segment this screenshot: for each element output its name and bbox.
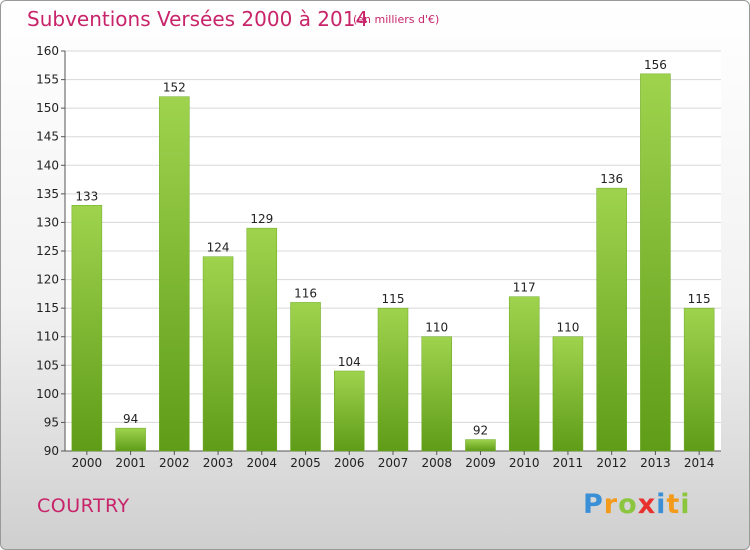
bar — [508, 296, 540, 452]
x-tick-label: 2003 — [203, 456, 234, 470]
bar — [640, 73, 671, 452]
x-tick-label: 2004 — [247, 456, 278, 470]
data-label: 92 — [473, 424, 488, 438]
bar — [71, 205, 103, 452]
y-tick-label: 90 — [44, 444, 59, 458]
data-label: 110 — [556, 321, 579, 335]
x-tick-label: 2009 — [465, 456, 496, 470]
y-tick-label: 155 — [36, 73, 59, 87]
x-tick-label: 2005 — [290, 456, 321, 470]
y-tick-label: 95 — [44, 415, 59, 429]
data-label: 116 — [294, 286, 317, 300]
data-label: 152 — [163, 81, 186, 95]
x-tick-label: 2014 — [684, 456, 715, 470]
y-tick-label: 160 — [36, 44, 59, 58]
logo-letter: r — [603, 489, 619, 520]
bar — [465, 439, 496, 452]
x-tick-label: 2010 — [509, 456, 540, 470]
data-label: 129 — [250, 212, 273, 226]
plot-area: 90 95 100 105 110 115 120 125 130 135 140 145 150 155… — [36, 44, 721, 470]
x-tick-label: 2006 — [334, 456, 365, 470]
bar — [334, 370, 365, 452]
y-tick-label: 125 — [36, 244, 59, 258]
data-label: 115 — [382, 292, 405, 306]
bar — [159, 96, 190, 452]
bar — [596, 187, 627, 452]
x-tick-label: 2002 — [159, 456, 190, 470]
y-tick-label: 105 — [36, 358, 59, 372]
bar — [202, 256, 234, 452]
y-tick-label: 150 — [36, 101, 59, 115]
data-label: 133 — [75, 189, 98, 203]
chart-title: Subventions Versées 2000 à 2014 — [27, 7, 369, 31]
data-label: 110 — [425, 321, 448, 335]
x-tick-label: 2011 — [553, 456, 584, 470]
bar — [377, 307, 409, 452]
y-tick-label: 100 — [36, 387, 59, 401]
x-tick-label: 2008 — [421, 456, 452, 470]
data-label: 156 — [644, 58, 667, 72]
x-tick-label: 2000 — [72, 456, 103, 470]
bar — [683, 307, 715, 452]
y-tick-label: 140 — [36, 158, 59, 172]
logo-letter: P — [583, 489, 604, 520]
bar — [115, 427, 146, 452]
data-label: 117 — [513, 281, 536, 295]
y-tick-label: 135 — [36, 187, 59, 201]
logo-letter: i — [656, 489, 667, 520]
chart-subtitle: (en milliers d'€) — [353, 13, 440, 26]
bar — [246, 227, 278, 452]
data-label: 104 — [338, 355, 361, 369]
bar — [290, 302, 321, 452]
logo-letter: t — [666, 489, 681, 520]
proxiti-logo: Proxiti — [583, 489, 691, 520]
x-tick-label: 2013 — [640, 456, 671, 470]
x-tick-label: 2007 — [378, 456, 409, 470]
y-tick-label: 130 — [36, 215, 59, 229]
y-tick-label: 120 — [36, 273, 59, 287]
data-label: 94 — [123, 412, 138, 426]
y-tick-label: 110 — [36, 330, 59, 344]
y-tick-label: 115 — [36, 301, 59, 315]
x-tick-label: 2001 — [115, 456, 146, 470]
logo-letter: i — [680, 489, 691, 520]
logo-letter: x — [637, 489, 657, 520]
bar — [421, 336, 452, 452]
city-name: COURTRY — [37, 495, 130, 517]
x-tick-label: 2012 — [596, 456, 627, 470]
logo-letter: o — [618, 489, 638, 520]
data-label: 136 — [600, 172, 623, 186]
bar — [552, 336, 584, 452]
y-tick-label: 145 — [36, 130, 59, 144]
data-label: 115 — [688, 292, 711, 306]
data-label: 124 — [207, 241, 230, 255]
